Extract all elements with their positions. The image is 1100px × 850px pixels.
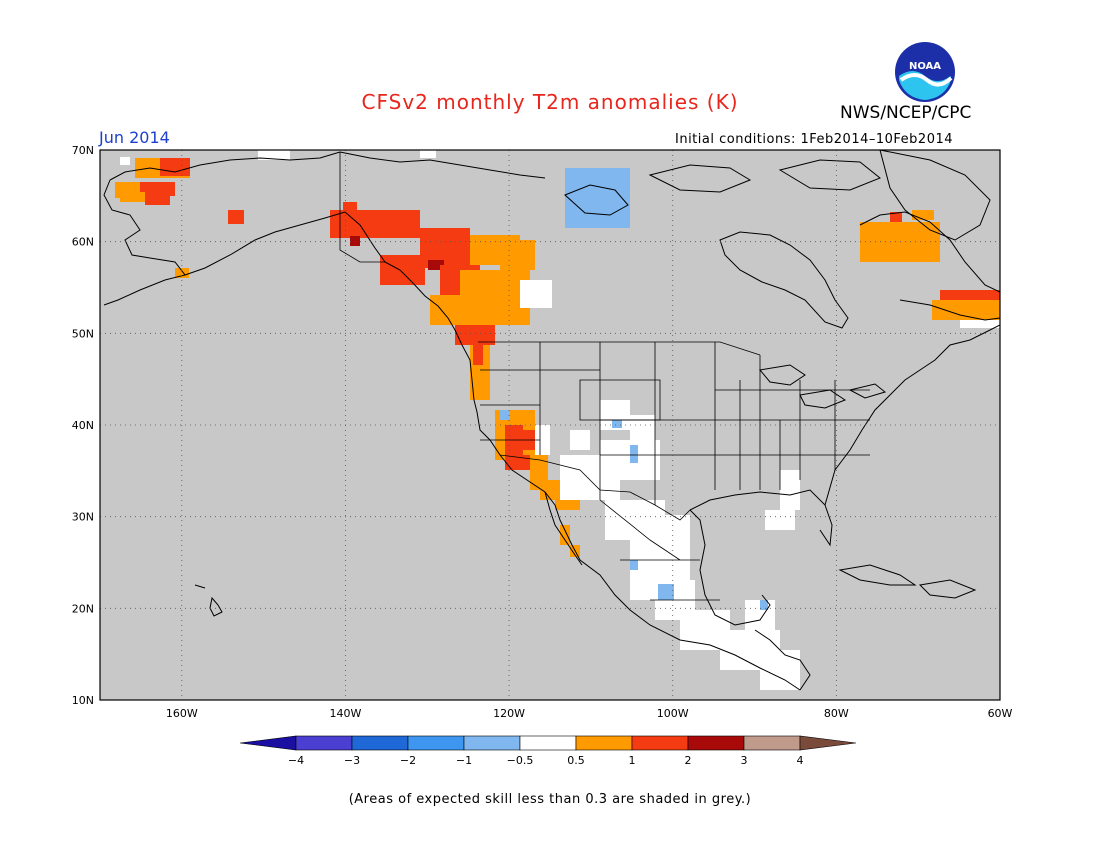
lon-tick-label: 60W: [988, 707, 1013, 720]
anomaly-cell: [890, 212, 902, 222]
colorbar-bin: [463, 735, 521, 751]
colorbar-label: 0.5: [567, 754, 585, 767]
anomaly-cell: [960, 320, 1000, 328]
anomaly-cell: [428, 260, 444, 270]
colorbar-bin: [407, 735, 465, 751]
skill-caption: (Areas of expected skill less than 0.3 a…: [348, 792, 752, 807]
anomaly-cell: [658, 584, 674, 600]
anomaly-cell: [780, 470, 800, 510]
colorbar-label: 4: [797, 754, 804, 767]
colorbar-bin: [295, 735, 353, 751]
anomaly-cell: [420, 150, 436, 158]
colorbar-bin: [631, 735, 689, 751]
anomaly-cell: [535, 425, 550, 455]
colorbar-label: 1: [629, 754, 636, 767]
lat-tick-label: 40N: [72, 419, 94, 432]
anomaly-cell: [505, 455, 530, 470]
colorbar-label: −4: [288, 754, 304, 767]
lon-tick-label: 160W: [166, 707, 198, 720]
anomaly-cell: [140, 182, 175, 196]
colorbar-label: −1: [456, 754, 472, 767]
initial-conditions: Initial conditions: 1Feb2014–10Feb2014: [675, 132, 954, 147]
anomaly-cell: [330, 210, 420, 238]
colorbar-bin: [351, 735, 409, 751]
anomaly-cell: [932, 300, 1000, 320]
anomaly-cell: [380, 255, 425, 285]
lat-tick-label: 60N: [72, 236, 94, 249]
lat-tick-label: 10N: [72, 694, 94, 707]
anomaly-cell: [420, 228, 470, 268]
svg-text:NOAA: NOAA: [909, 61, 941, 72]
noaa-logo-icon: NOAA: [895, 42, 955, 102]
anomaly-cell: [455, 325, 495, 345]
colorbar-bin: [519, 735, 577, 751]
lon-tick-label: 100W: [657, 707, 689, 720]
anomaly-cell: [760, 650, 800, 690]
colorbar: −4 −3 −2 −1 −0.5 0.5 1 2 3 4: [239, 735, 857, 767]
anomaly-cell: [630, 445, 638, 463]
anomaly-cell: [765, 510, 795, 530]
anomaly-cell: [120, 192, 145, 202]
colorbar-label: −0.5: [507, 754, 534, 767]
anomaly-cell: [228, 210, 244, 224]
anomaly-cell: [258, 150, 290, 160]
political-borders: [339, 152, 870, 601]
coastlines: [103, 150, 1000, 691]
lat-tick-label: 70N: [72, 144, 94, 157]
colorbar-bin: [575, 735, 633, 751]
anomaly-cell: [500, 240, 535, 270]
anomaly-cell: [500, 410, 510, 420]
anomaly-cell: [520, 280, 552, 308]
lon-tick-label: 140W: [330, 707, 362, 720]
anomaly-cell: [912, 210, 934, 220]
lat-tick-label: 20N: [72, 602, 94, 615]
anomaly-cell: [560, 525, 570, 545]
colorbar-label: 2: [685, 754, 692, 767]
anomaly-cell: [120, 157, 130, 165]
anomaly-cell: [570, 430, 590, 450]
anomaly-cell: [612, 420, 622, 428]
anomaly-cell: [343, 202, 357, 212]
anomaly-cell: [145, 195, 170, 205]
lat-tick-label: 30N: [72, 511, 94, 524]
lon-tick-label: 120W: [493, 707, 525, 720]
map-title: CFSv2 monthly T2m anomalies (K): [361, 90, 739, 114]
forecast-month: Jun 2014: [99, 128, 170, 147]
lat-tick-label: 50N: [72, 327, 94, 340]
anomaly-cell: [630, 560, 638, 570]
anomaly-cell: [473, 345, 483, 365]
colorbar-bin-min: [239, 735, 297, 751]
map-frame: [99, 149, 1001, 701]
lat-lon-gridlines: [100, 150, 1000, 700]
anomaly-cell: [175, 268, 189, 278]
anomaly-cell: [430, 295, 475, 325]
colorbar-bin-max: [799, 735, 857, 751]
colorbar-label: −3: [344, 754, 360, 767]
lon-tick-label: 80W: [824, 707, 849, 720]
anomaly-cell: [630, 415, 655, 440]
anomaly-cell: [760, 600, 768, 610]
colorbar-bin: [687, 735, 745, 751]
colorbar-label: 3: [741, 754, 748, 767]
axis-ticks: 70N 60N 50N 40N 30N 20N 10N 160W 140W 120W 100W 80W…: [72, 144, 1013, 720]
anomaly-cell: [350, 236, 360, 246]
anomaly-cell: [160, 158, 190, 176]
anomaly-patches: [115, 150, 1000, 690]
colorbar-bin: [743, 735, 801, 751]
colorbar-label: −2: [400, 754, 416, 767]
agency-label: NWS/NCEP/CPC: [840, 103, 972, 123]
anomaly-cell: [565, 168, 630, 228]
